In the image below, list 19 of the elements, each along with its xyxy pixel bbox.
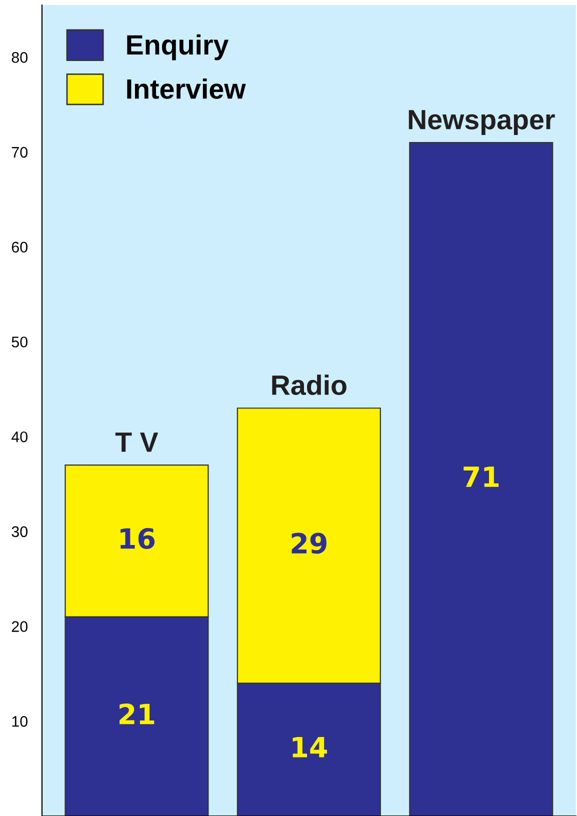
data-label: 71 xyxy=(464,466,499,487)
y-tick-label: 60 xyxy=(12,242,28,253)
y-tick-label: 70 xyxy=(12,146,28,158)
legend-label: Enquiry xyxy=(127,34,229,60)
y-tick-label: 50 xyxy=(12,336,28,348)
data-label: 29 xyxy=(292,532,326,554)
y-tick-label: 80 xyxy=(12,52,28,63)
x-tick-label: Radio xyxy=(272,374,346,396)
bar xyxy=(409,142,554,816)
data-label: 14 xyxy=(292,737,327,758)
data-label: 21 xyxy=(120,703,154,724)
x-tick-label: T V xyxy=(115,432,158,452)
legend-label: Interview xyxy=(127,78,246,99)
y-tick-label: 20 xyxy=(12,621,28,632)
y-tick-label: 30 xyxy=(12,526,28,538)
data-label: 16 xyxy=(120,528,155,549)
y-tick-label: 10 xyxy=(12,716,28,727)
x-tick-label: Newspaper xyxy=(408,110,555,135)
y-tick-label: 40 xyxy=(11,431,28,442)
